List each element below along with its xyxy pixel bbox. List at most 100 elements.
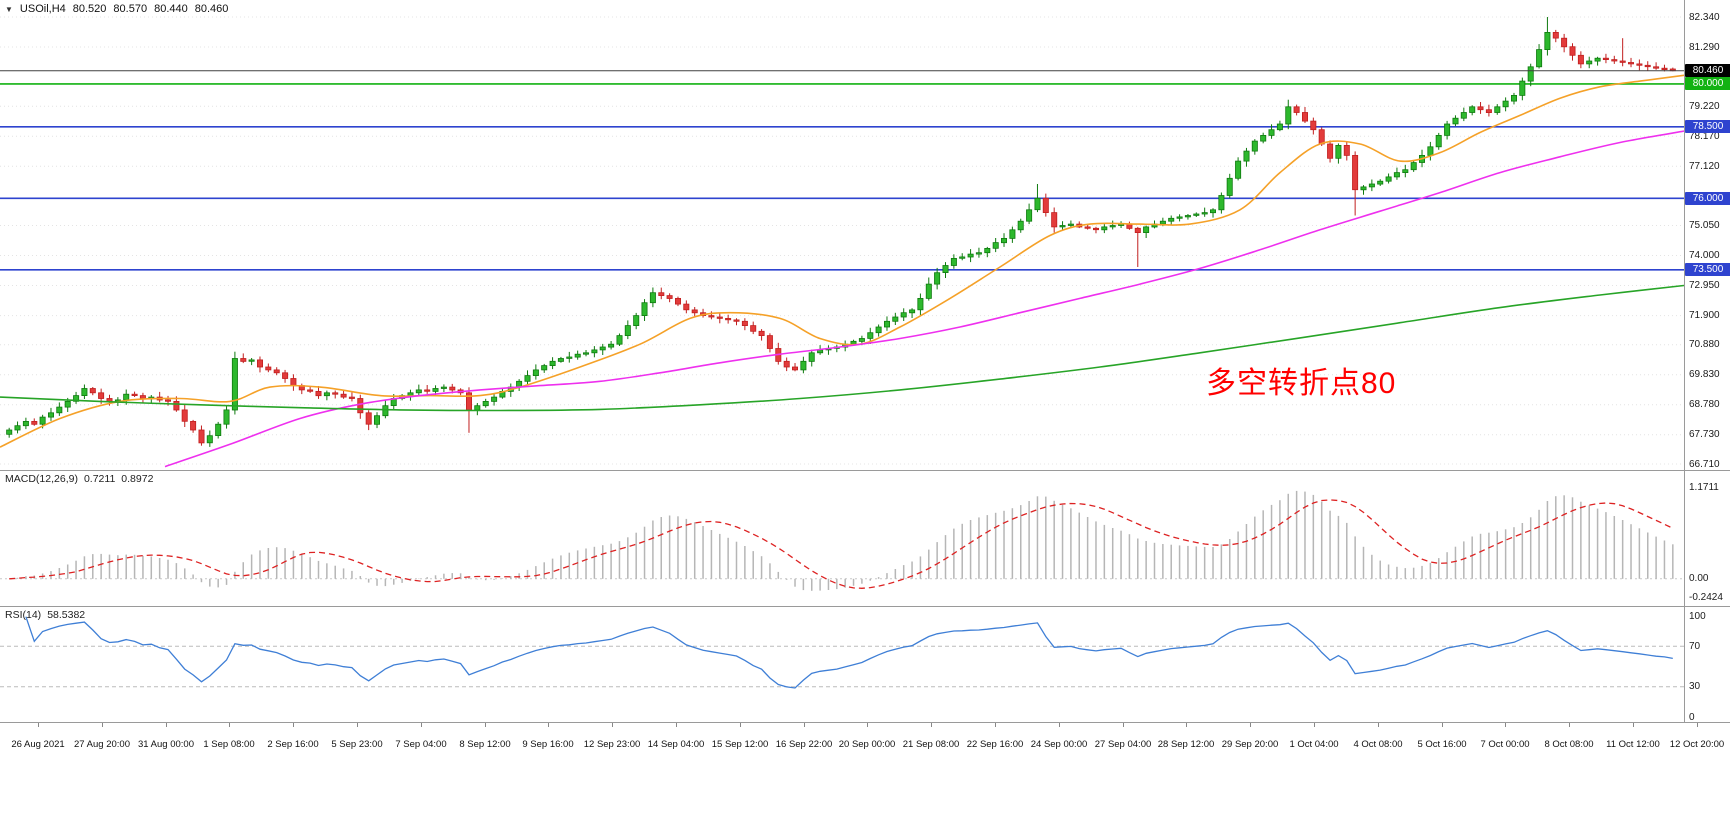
candle — [1067, 220, 1074, 228]
candle-body — [641, 302, 648, 317]
time-label: 28 Sep 12:00 — [1157, 739, 1215, 750]
candle-body — [14, 425, 21, 431]
price-tick-label: 66.710 — [1689, 459, 1720, 470]
candle — [950, 254, 957, 269]
candle — [1352, 151, 1359, 216]
macd-value: 0.7211 — [83, 473, 116, 485]
chart-title: ▼ USOil,H4 80.520 80.570 80.440 80.460 — [5, 3, 228, 15]
candle — [1527, 63, 1534, 87]
level-price-tag: 76.000 — [1685, 192, 1730, 205]
candle — [975, 247, 982, 258]
candle — [14, 421, 21, 434]
candle-body — [858, 338, 865, 342]
candle — [1143, 225, 1150, 238]
candle-body — [1519, 80, 1526, 96]
candle-body — [1385, 176, 1392, 182]
candle — [984, 246, 991, 258]
candle — [1218, 192, 1225, 214]
candle-body — [39, 416, 46, 425]
candle-body — [474, 405, 481, 411]
candle — [1093, 226, 1100, 234]
candle-body — [967, 253, 974, 258]
candle-body — [666, 295, 673, 299]
candle-body — [917, 297, 924, 311]
candle-body — [1577, 54, 1584, 65]
candle — [624, 320, 631, 340]
candle-body — [708, 315, 715, 318]
candle-body — [1368, 183, 1375, 188]
candle — [992, 238, 999, 253]
candle-body — [1101, 226, 1108, 231]
candle — [700, 308, 707, 318]
time-tick — [804, 723, 805, 727]
candle — [89, 387, 96, 396]
candle-body — [875, 326, 882, 334]
price-tick-label: 68.780 — [1689, 399, 1720, 410]
candle — [1335, 143, 1342, 164]
candle — [1059, 221, 1066, 230]
price-tick-label: 77.120 — [1689, 161, 1720, 172]
candle-body — [139, 395, 146, 399]
candle — [424, 385, 431, 394]
candle-body — [532, 369, 539, 376]
candle — [440, 384, 447, 392]
candle — [156, 391, 163, 403]
candle-body — [691, 309, 698, 314]
candle-body — [1260, 134, 1267, 142]
ma-fast-orange — [0, 74, 1684, 448]
rsi-canvas[interactable] — [0, 606, 1684, 722]
candle — [307, 386, 314, 393]
candle — [1644, 61, 1651, 71]
candle-body — [240, 358, 247, 362]
candle — [532, 364, 539, 380]
candle — [541, 363, 548, 373]
candle-body — [792, 366, 799, 371]
rsi-axis-label: 100 — [1689, 611, 1706, 622]
candle — [1034, 184, 1041, 213]
candle — [524, 370, 531, 385]
collapse-arrow-icon[interactable]: ▼ — [5, 4, 13, 14]
time-label: 8 Oct 08:00 — [1544, 739, 1594, 750]
macd-canvas[interactable] — [0, 470, 1684, 606]
candle-body — [1653, 66, 1660, 69]
candle-body — [683, 303, 690, 311]
candle — [1201, 207, 1208, 217]
candle-body — [524, 375, 531, 382]
candle-body — [892, 316, 899, 322]
time-axis[interactable]: 26 Aug 2021 27 Aug 20:00 31 Aug 00:00 1 Sep… — [0, 722, 1730, 759]
candle — [675, 296, 682, 307]
price-axis[interactable]: 82.340 81.290 79.220 78.170 77.120 75.050 74.0… — [1684, 0, 1730, 723]
candle — [1427, 141, 1434, 161]
macd-label: MACD(12,26,9) 0.7211 0.8972 — [5, 473, 153, 485]
panel-splitter-macd[interactable] — [0, 470, 1730, 471]
candle — [599, 343, 606, 355]
candle — [1460, 107, 1467, 122]
candle-body — [1218, 195, 1225, 211]
candle-body — [1310, 120, 1317, 131]
candle — [290, 374, 297, 391]
panel-splitter-rsi[interactable] — [0, 606, 1730, 607]
time-label: 7 Oct 00:00 — [1480, 739, 1530, 750]
level-price-tag: 73.500 — [1685, 263, 1730, 276]
candle-body — [173, 400, 180, 411]
candle — [1360, 185, 1367, 195]
candle-body — [1527, 66, 1534, 82]
candle-body — [1536, 49, 1543, 68]
time-label: 29 Sep 20:00 — [1221, 739, 1279, 750]
candle — [566, 351, 573, 363]
candle — [892, 312, 899, 325]
rsi-axis-label: 70 — [1689, 641, 1701, 652]
candle-body — [1001, 237, 1008, 244]
price-chart-canvas[interactable] — [0, 0, 1684, 470]
candle — [1402, 164, 1409, 178]
rsi-axis-label: 30 — [1689, 681, 1701, 692]
candle — [1118, 221, 1125, 228]
macd-axis-label: -0.2424 — [1689, 592, 1723, 603]
candle — [1293, 104, 1300, 116]
candle-body — [198, 429, 205, 444]
time-label: 27 Aug 20:00 — [74, 739, 130, 750]
candle — [557, 356, 564, 363]
candle — [967, 249, 974, 263]
candle-body — [1494, 106, 1501, 113]
time-label: 26 Aug 2021 — [11, 739, 65, 750]
